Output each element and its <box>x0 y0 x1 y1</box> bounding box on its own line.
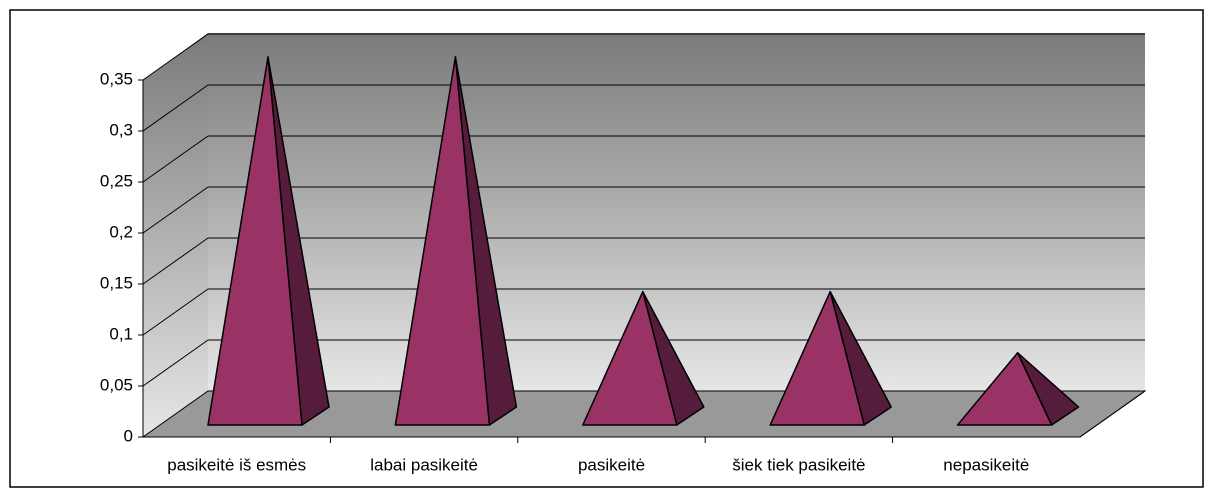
pyramid <box>769 290 865 426</box>
side-wall <box>143 33 208 437</box>
pyramid <box>582 290 678 426</box>
x-tick-label: šiek tiek pasikeitė <box>732 455 865 474</box>
y-tick-label: 0 <box>124 426 133 445</box>
pyramid <box>207 56 303 426</box>
grid-line <box>142 84 209 132</box>
grid-line <box>142 33 209 81</box>
back-wall <box>208 33 1145 391</box>
x-tick-label: pasikeitė iš esmės <box>167 455 306 474</box>
y-tick-label: 0,05 <box>100 375 133 394</box>
y-tick-label: 0,3 <box>109 120 133 139</box>
grid-line <box>142 237 209 285</box>
y-tick-label: 0,2 <box>109 222 133 241</box>
grid-line <box>142 288 209 336</box>
y-tick-label: 0,35 <box>100 69 133 88</box>
y-tick-label: 0,1 <box>109 324 133 343</box>
x-tick-label: pasikeitė <box>578 455 645 474</box>
floor-edge <box>1079 390 1146 438</box>
pyramid <box>956 352 1053 426</box>
x-tick-label: labai pasikeitė <box>370 455 478 474</box>
grid-line <box>142 135 209 183</box>
pyramid <box>394 56 491 426</box>
y-tick-label: 0,25 <box>100 171 133 190</box>
grid-line <box>142 339 209 387</box>
y-tick-label: 0,15 <box>100 273 133 292</box>
x-tick-label: nepasikeitė <box>943 455 1029 474</box>
grid-line <box>142 186 209 234</box>
